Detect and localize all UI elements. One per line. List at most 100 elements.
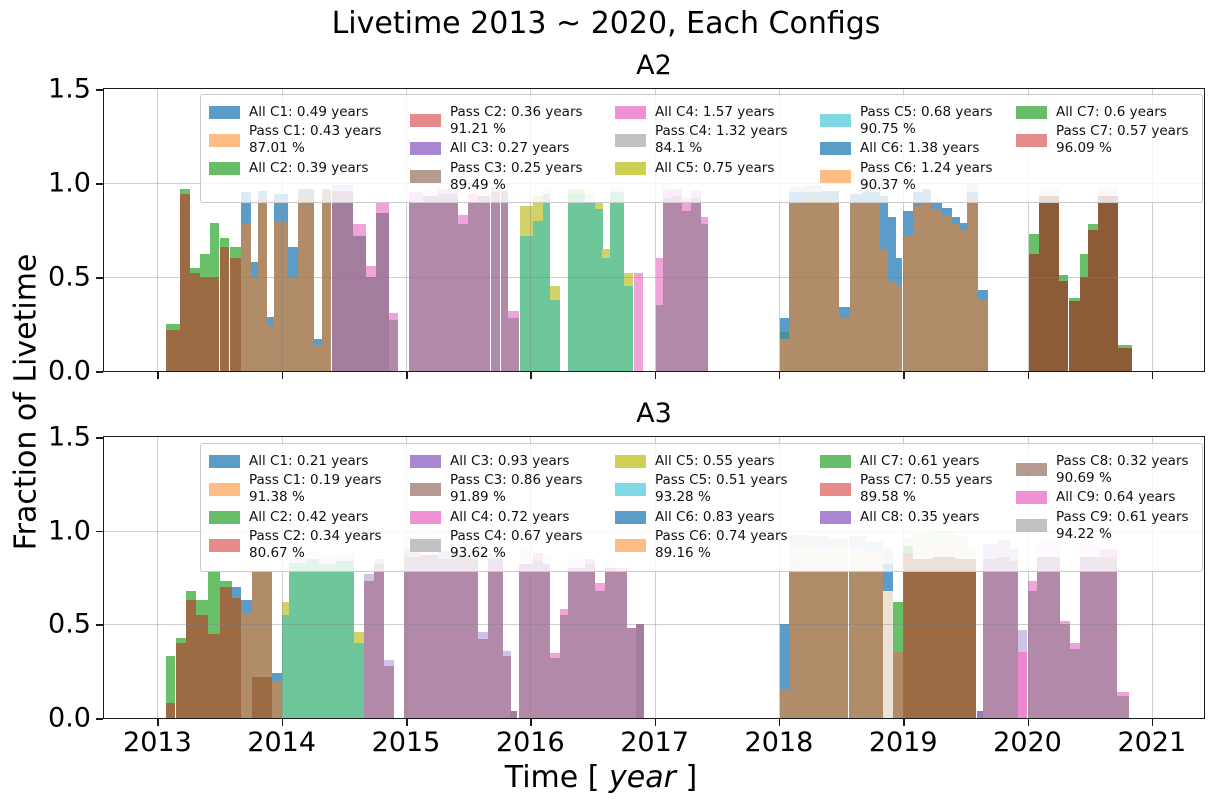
bar-segment [903, 553, 914, 718]
bar-segment [960, 230, 967, 371]
bar-segment [288, 246, 298, 277]
legend-label: Pass C9: 0.61 years 94.22 % [1056, 508, 1189, 542]
legend-swatch-icon [410, 510, 441, 524]
bar-segment [321, 192, 332, 371]
legend-label: All C6: 0.83 years [655, 508, 775, 525]
bar-segment [458, 224, 469, 371]
legend-entry: Pass C6: 0.74 years 89.16 % [615, 528, 820, 562]
legend-entry: All C2: 0.42 years [209, 509, 410, 526]
legend-entry: Pass C9: 0.61 years 94.22 % [1016, 509, 1198, 543]
bar-segment [567, 568, 585, 718]
x-tick-label: 2016 [495, 727, 565, 758]
bar-segment [470, 558, 479, 718]
bar-segment [219, 581, 232, 587]
bar-segment [229, 258, 241, 371]
bar-segment [288, 277, 298, 371]
bar-segment [888, 280, 896, 371]
legend-swatch-icon [820, 454, 851, 468]
bar-segment [893, 652, 904, 718]
bar-segment [376, 213, 389, 371]
legend-entry: All C3: 0.27 years [410, 140, 615, 157]
y-tick-label: 1.0 [48, 515, 91, 547]
bar-segment [219, 246, 230, 371]
tick-mark [157, 372, 159, 379]
bar-segment [258, 198, 267, 371]
bar-segment [319, 564, 337, 718]
bar-segment [951, 224, 961, 371]
bar-segment [250, 277, 259, 371]
bar-segment [166, 656, 175, 703]
legend-column: All C1: 0.21 years Pass C1: 0.19 years 91… [209, 450, 410, 565]
tick-mark [1027, 719, 1029, 726]
legend-entry: All C6: 1.38 years [820, 140, 1016, 157]
tick-mark [281, 719, 284, 726]
legend-entry: Pass C4: 0.67 years 93.62 % [410, 528, 615, 562]
bar-segment [1059, 624, 1070, 718]
legend-swatch-icon [1016, 133, 1047, 147]
plot-area-a3: 2013 2014 2015 2016 2017 2018 2019 2020 2021 0.0 0… [48, 422, 1205, 758]
legend: All C1: 0.49 years Pass C1: 0.43 years 87… [200, 94, 1203, 203]
bar-segment [366, 265, 377, 277]
bar-segment [468, 201, 479, 371]
bar-segment [274, 220, 288, 371]
bar-segment [1010, 560, 1018, 718]
bar-segment [663, 198, 672, 371]
bar-segment [208, 571, 220, 634]
legend-swatch-icon [615, 105, 646, 119]
gridline [157, 437, 159, 718]
legend-swatch-icon [410, 454, 441, 468]
x-tick-label: 2015 [371, 727, 441, 758]
bar-segment [933, 556, 956, 718]
bar-segment [602, 248, 610, 259]
bar-segment [550, 658, 561, 718]
bar-segment [306, 558, 319, 718]
tick-mark [654, 719, 657, 726]
bar-segment [976, 710, 983, 718]
legend-entry: Pass C2: 0.34 years 80.67 % [209, 528, 410, 562]
bar-segment [336, 560, 354, 718]
bar-segment [780, 331, 789, 339]
legend-swatch-icon [820, 114, 851, 127]
x-tick-label: 2017 [620, 727, 689, 758]
tick-mark [530, 719, 532, 726]
tick-mark [903, 372, 905, 379]
bar-segment [251, 571, 272, 677]
bar-segment [1079, 254, 1089, 277]
bar-segment [1118, 348, 1132, 371]
bar-segment [363, 581, 374, 718]
legend-entry: Pass C5: 0.51 years 93.28 % [615, 472, 820, 506]
bar-segment [166, 703, 175, 718]
legend-label: All C1: 0.49 years [249, 103, 369, 120]
tick-mark [96, 277, 103, 279]
x-tick-label: 2013 [123, 727, 192, 758]
bar-segment [595, 201, 603, 210]
x-tick-label: 2020 [993, 727, 1062, 758]
legend-entry: All C8: 0.35 years [820, 509, 1016, 526]
bar-segment [352, 224, 367, 236]
x-tick-label: 2021 [1117, 727, 1187, 758]
bar-segment [423, 196, 439, 371]
bar-segment [1118, 344, 1132, 349]
bar-segment [560, 609, 568, 615]
legend-entry: All C9: 0.64 years [1016, 489, 1198, 506]
bar-segment [363, 573, 374, 582]
legend-entry: Pass C7: 0.55 years 89.58 % [820, 472, 1016, 506]
bar-segment [602, 258, 610, 371]
y-tick-label: 1.0 [48, 167, 91, 199]
bar-segment [353, 643, 364, 718]
y-tick-label: 0.0 [48, 355, 91, 387]
bar-segment [520, 235, 533, 371]
bar-segment [617, 571, 628, 718]
bar-segment [508, 318, 520, 371]
bar-segment [331, 190, 353, 371]
legend: All C1: 0.21 years Pass C1: 0.19 years 91… [200, 443, 1203, 572]
bar-segment [179, 188, 190, 195]
bar-segment [941, 215, 952, 371]
legend-swatch-icon [615, 133, 646, 147]
legend-swatch-icon [209, 510, 240, 524]
legend-entry: Pass C5: 0.68 years 90.75 % [820, 104, 1016, 138]
bar-segment [250, 262, 259, 277]
y-tick-label: 0.5 [48, 261, 91, 293]
bar-segment [849, 201, 864, 371]
